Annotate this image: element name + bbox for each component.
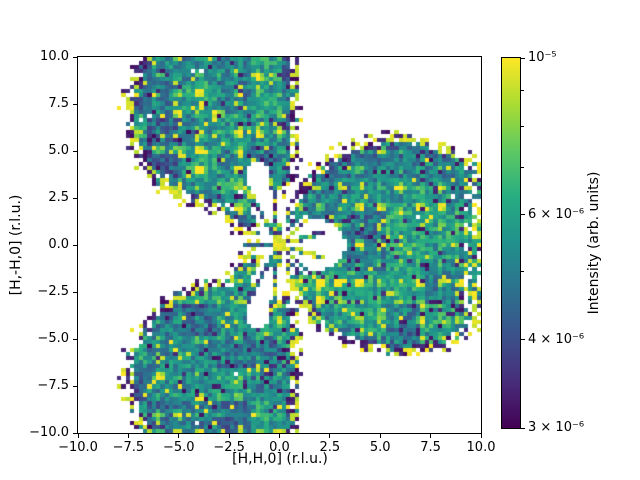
x-tick-label: 5.0 [369,440,391,455]
x-tick-mark [228,434,230,438]
x-tick-mark [77,434,79,438]
x-tick-label: 0.0 [269,440,290,455]
y-tick-label: −10.0 [29,425,69,440]
colorbar-tick-label: 6 × 10⁻⁶ [528,206,585,222]
x-axis-label: [H,H,0] (r.l.u.) [232,451,328,467]
y-tick-label: −2.5 [37,284,69,299]
colorbar-minor-tick-mark [521,89,524,91]
x-tick-mark [329,434,331,438]
x-tick-mark [279,434,280,438]
x-tick-mark [480,434,482,438]
y-tick-label: 7.5 [48,96,69,111]
colorbar-minor-tick-mark [521,270,524,272]
x-tick-label: 7.5 [420,440,441,455]
y-tick-mark [73,150,77,152]
colorbar-tick-label: 10⁻⁵ [528,50,557,65]
plot-spine [77,56,482,434]
y-tick-label: 10.0 [40,49,69,64]
heatmap-canvas [78,57,481,433]
colorbar-tick-label: 4 × 10⁻⁶ [528,331,585,347]
colorbar [501,57,521,429]
x-tick-mark [430,434,432,438]
y-tick-mark [73,338,77,340]
y-tick-mark [73,432,77,434]
colorbar-minor-tick-mark [521,167,524,169]
x-tick-label: 10.0 [466,440,496,455]
colorbar-tick-label: 3 × 10⁻⁶ [528,420,585,435]
colorbar-tick-mark [521,57,525,59]
y-tick-label: 2.5 [48,190,69,205]
y-tick-mark [73,385,77,387]
y-tick-mark [73,56,77,58]
y-tick-label: 0.0 [48,237,69,252]
x-tick-label: −5.0 [162,440,195,455]
colorbar-tick-mark [521,427,525,429]
colorbar-tick-mark [521,339,525,341]
y-tick-mark [73,291,77,293]
colorbar-tick-mark [521,214,525,216]
x-tick-mark [127,434,129,438]
y-tick-label: −5.0 [37,331,69,346]
x-tick-mark [178,434,180,438]
x-tick-label: 2.5 [319,440,341,455]
x-tick-label: −7.5 [112,440,145,455]
y-tick-mark [73,244,77,246]
y-tick-mark [73,103,77,105]
x-tick-label: −2.5 [213,440,245,455]
colorbar-minor-tick-mark [521,126,524,128]
y-tick-label: −7.5 [37,378,69,393]
y-tick-label: 5.0 [48,143,69,158]
y-tick-mark [73,197,77,199]
colorbar-label: Intensity (arb. units) [586,171,602,315]
x-tick-label: −10.0 [58,440,98,455]
x-tick-mark [379,434,381,438]
